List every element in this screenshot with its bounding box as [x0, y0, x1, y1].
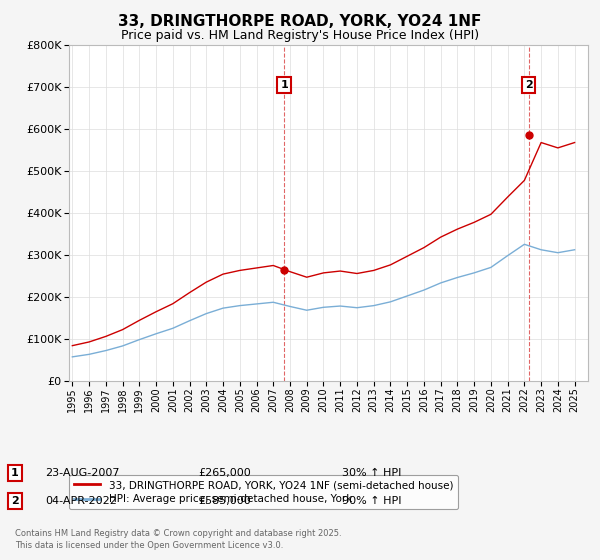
Text: 2: 2	[524, 80, 532, 90]
Legend: 33, DRINGTHORPE ROAD, YORK, YO24 1NF (semi-detached house), HPI: Average price, : 33, DRINGTHORPE ROAD, YORK, YO24 1NF (se…	[69, 475, 458, 510]
Text: £265,000: £265,000	[198, 468, 251, 478]
Text: 1: 1	[11, 468, 19, 478]
Text: 04-APR-2022: 04-APR-2022	[45, 496, 117, 506]
Text: 33, DRINGTHORPE ROAD, YORK, YO24 1NF: 33, DRINGTHORPE ROAD, YORK, YO24 1NF	[118, 14, 482, 29]
Text: Price paid vs. HM Land Registry's House Price Index (HPI): Price paid vs. HM Land Registry's House …	[121, 29, 479, 42]
Text: 2: 2	[11, 496, 19, 506]
Text: Contains HM Land Registry data © Crown copyright and database right 2025.
This d: Contains HM Land Registry data © Crown c…	[15, 529, 341, 550]
Text: 23-AUG-2007: 23-AUG-2007	[45, 468, 119, 478]
Text: 30% ↑ HPI: 30% ↑ HPI	[342, 468, 401, 478]
Text: 90% ↑ HPI: 90% ↑ HPI	[342, 496, 401, 506]
Text: £585,000: £585,000	[198, 496, 251, 506]
Text: 1: 1	[280, 80, 288, 90]
